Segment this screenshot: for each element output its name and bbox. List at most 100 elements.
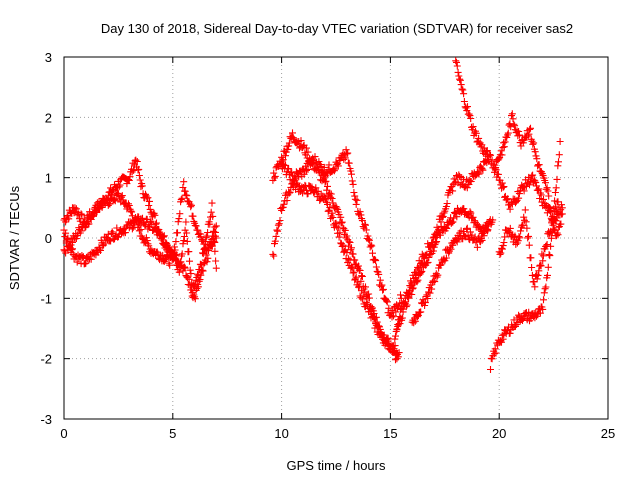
data-point [372, 320, 380, 328]
data-point [175, 215, 183, 223]
data-point [68, 246, 76, 254]
data-point [550, 213, 558, 221]
data-point [519, 221, 527, 229]
data-point [525, 232, 532, 240]
data-point [528, 137, 536, 145]
data-point [365, 236, 373, 244]
data-point [355, 282, 363, 290]
data-point [197, 271, 205, 279]
data-point [132, 156, 140, 164]
data-point [338, 243, 346, 250]
data-point [151, 226, 159, 234]
data-point [558, 201, 565, 209]
data-point [325, 206, 333, 214]
data-point [79, 253, 87, 261]
data-point [395, 321, 402, 329]
data-point [521, 216, 528, 224]
data-point [551, 189, 559, 196]
data-point [398, 314, 406, 322]
data-point [146, 205, 154, 213]
data-point [333, 161, 341, 168]
data-point [443, 224, 451, 232]
data-point [144, 194, 152, 202]
data-point [527, 175, 535, 183]
data-point [510, 120, 518, 128]
data-point [499, 144, 507, 151]
data-point [450, 214, 458, 222]
data-point [484, 222, 492, 230]
data-point [128, 208, 136, 216]
data-point [194, 270, 201, 278]
data-point [194, 283, 202, 291]
data-point [372, 321, 380, 329]
data-point [329, 199, 337, 207]
series-track-3 [60, 213, 220, 303]
data-point [519, 314, 527, 322]
data-point [463, 184, 471, 192]
data-point [447, 219, 455, 227]
data-point [282, 152, 289, 160]
data-point [101, 239, 109, 247]
data-point [270, 169, 278, 177]
x-axis-label: GPS time / hours [287, 458, 386, 473]
data-point [345, 159, 353, 167]
data-point [524, 132, 532, 140]
data-point [106, 236, 114, 244]
data-point [274, 227, 282, 235]
data-point [533, 155, 541, 163]
data-point [289, 134, 297, 142]
data-point [128, 212, 136, 220]
data-point [536, 309, 544, 317]
data-point [169, 256, 177, 264]
data-point [180, 178, 188, 186]
data-point [271, 237, 279, 245]
data-point [189, 212, 197, 220]
data-point [139, 214, 146, 222]
data-point [552, 208, 560, 216]
data-point [344, 149, 352, 157]
data-point [460, 205, 468, 213]
data-point [545, 192, 553, 200]
data-point [365, 290, 373, 298]
data-point [146, 245, 154, 253]
data-point [531, 314, 539, 322]
data-point [536, 261, 544, 269]
data-point [410, 319, 418, 327]
data-point [284, 145, 292, 153]
data-point [69, 245, 76, 253]
data-point [558, 210, 566, 218]
data-point [453, 58, 460, 66]
data-point [280, 200, 288, 208]
data-point [177, 196, 185, 204]
data-point [351, 195, 359, 203]
data-point [208, 199, 216, 207]
data-point [127, 207, 135, 215]
data-point [345, 238, 353, 246]
data-point [515, 128, 523, 135]
data-point [539, 305, 547, 313]
data-point [469, 213, 477, 221]
data-point [115, 183, 123, 191]
data-point [396, 320, 404, 328]
data-point [206, 238, 214, 246]
data-point [157, 252, 165, 260]
x-tick-label: 25 [601, 426, 615, 441]
data-point [526, 181, 533, 189]
data-point [426, 289, 434, 297]
data-point [332, 219, 340, 227]
data-point [182, 191, 190, 199]
data-point [175, 268, 183, 276]
data-point [340, 225, 348, 233]
data-point [77, 227, 85, 235]
data-point [532, 179, 540, 187]
data-point [443, 200, 451, 207]
data-point [483, 225, 491, 233]
data-point [424, 295, 432, 302]
data-point [539, 252, 547, 260]
data-point [500, 143, 508, 151]
data-point [350, 268, 358, 276]
data-point [354, 278, 362, 286]
data-point [271, 172, 279, 180]
y-tick-label: -1 [40, 291, 52, 306]
data-point [523, 224, 531, 232]
